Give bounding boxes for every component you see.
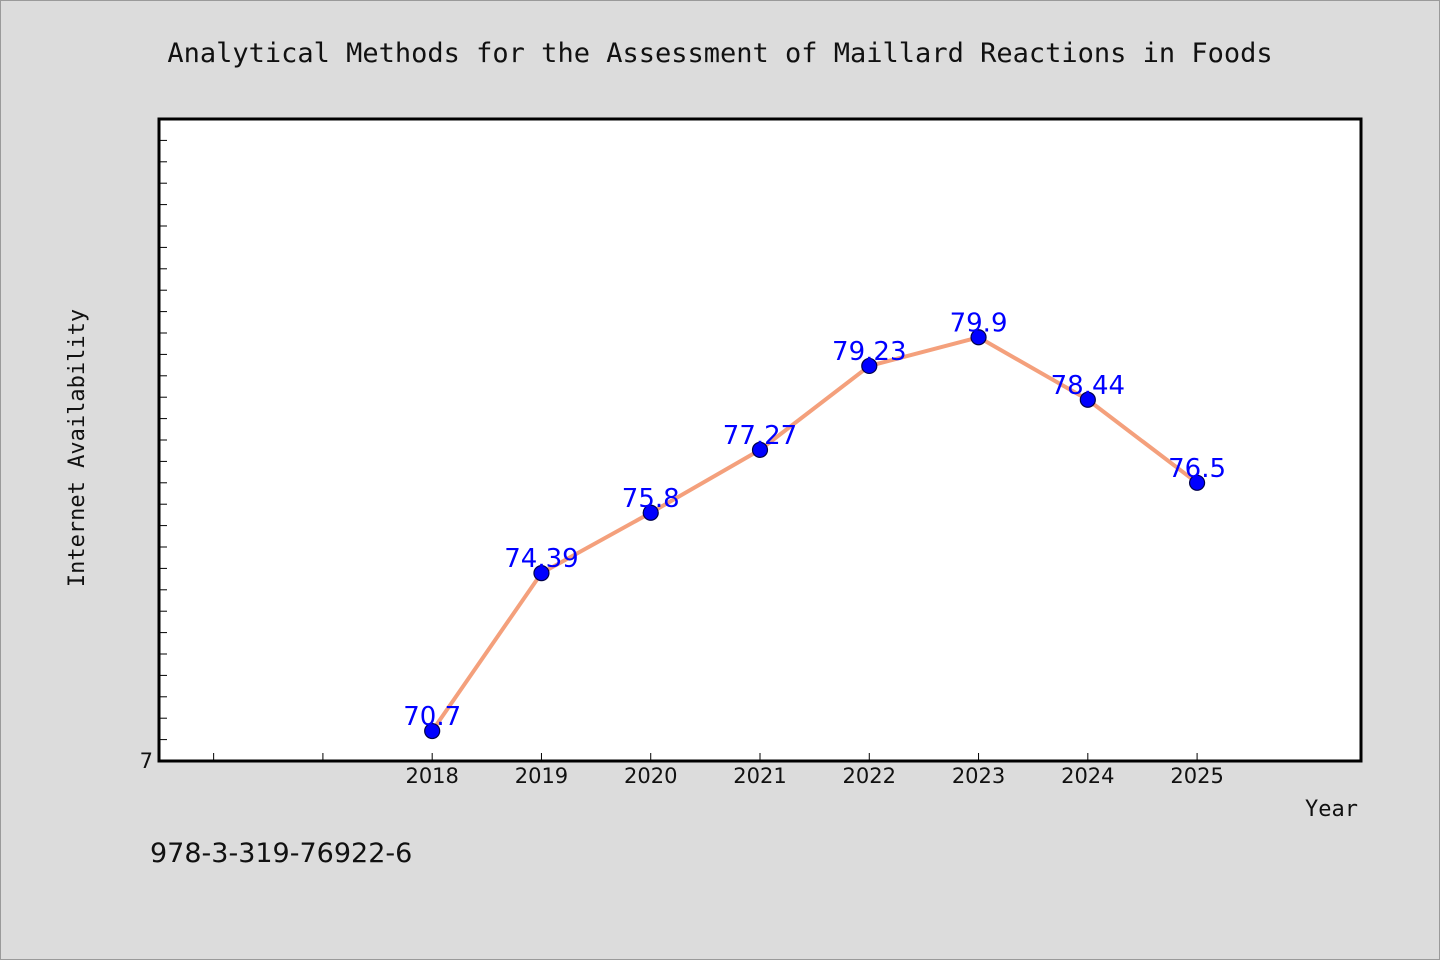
chart-title: Analytical Methods for the Assessment of… [167,38,1272,69]
series-line [430,335,1199,733]
data-label: 74.39 [504,544,578,574]
data-point [642,504,659,521]
x-tick-label: 2023 [952,764,1005,788]
data-point [970,329,987,346]
data-point [1188,474,1206,491]
y-axis-ticks: 7 [140,139,167,773]
isbn-footer: 978-3-319-76922-6 [150,838,412,869]
data-label: 75.8 [622,484,680,514]
data-markers [424,329,1206,740]
y-tick-label: 7 [140,749,153,773]
data-label: 78.44 [1051,371,1125,401]
x-tick-label: 2019 [515,764,568,788]
data-point [533,565,550,582]
x-axis-ticks: 2018 2019 2020 2021 2022 2023 2024 2025 [213,753,1224,788]
data-point [861,357,878,375]
data-labels: 70.7 74.39 75.8 77.27 79.23 79.9 78.44 76.5 [403,308,1226,732]
y-axis-label: Internet Availability [65,309,90,587]
data-point [424,722,441,740]
data-label: 70.7 [403,702,461,732]
data-label: 79.9 [950,308,1008,338]
x-axis-label: Year [1305,797,1358,822]
data-label: 77.27 [723,421,797,451]
x-tick-label: 2021 [733,764,786,788]
plot-area [157,117,1363,763]
x-tick-label: 2025 [1170,764,1223,788]
data-label: 76.5 [1168,454,1226,484]
data-point [751,441,769,458]
x-tick-label: 2024 [1061,764,1114,788]
x-tick-label: 2022 [843,764,896,788]
data-point [1079,391,1096,408]
x-tick-label: 2020 [624,764,677,788]
x-tick-label: 2018 [405,764,458,788]
data-label: 79.23 [832,337,906,367]
